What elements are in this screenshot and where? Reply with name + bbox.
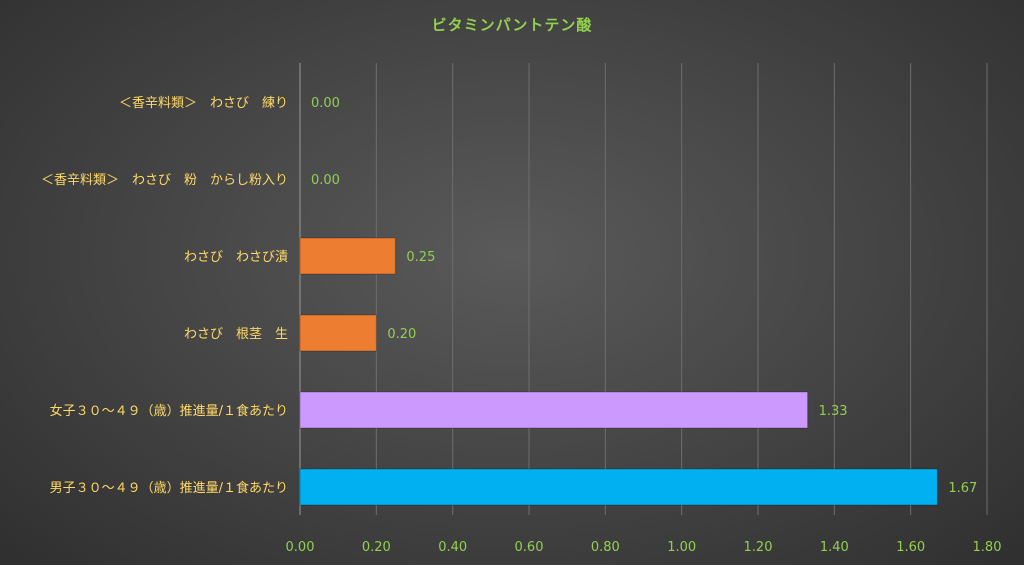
x-tick-label: 1.60 — [896, 540, 925, 555]
data-label: 1.67 — [948, 481, 977, 496]
data-label: 0.00 — [311, 173, 340, 188]
x-tick-label: 0.80 — [591, 540, 620, 555]
bar — [299, 237, 396, 275]
x-tick-label: 0.20 — [362, 540, 391, 555]
x-tick-label: 0.00 — [286, 540, 315, 555]
category-label: 男子３０～４９（歳）推進量/１食あたり — [50, 480, 288, 496]
data-label: 0.20 — [387, 327, 416, 342]
category-label: わさび わさび漬 — [184, 250, 288, 265]
x-tick-label: 0.40 — [438, 540, 467, 555]
data-label: 0.00 — [311, 96, 340, 111]
bar — [299, 314, 377, 352]
bar — [299, 391, 809, 429]
x-tick-label: 1.80 — [973, 540, 1002, 555]
bar — [299, 468, 938, 506]
data-label: 0.25 — [406, 250, 435, 265]
x-tick-label: 1.20 — [744, 540, 773, 555]
category-label: 女子３０～４９（歳）推進量/１食あたり — [50, 403, 288, 419]
category-label: わさび 根茎 生 — [184, 327, 288, 342]
data-label: 1.33 — [819, 404, 848, 419]
category-label: ＜香辛料類＞ わさび 練り — [119, 96, 288, 111]
x-tick-label: 1.40 — [820, 540, 849, 555]
chart-title: ビタミンパントテン酸 — [431, 16, 593, 34]
x-tick-label: 1.00 — [667, 540, 696, 555]
category-label: ＜香辛料類＞ わさび 粉 からし粉入り — [41, 173, 288, 188]
x-tick-label: 0.60 — [515, 540, 544, 555]
